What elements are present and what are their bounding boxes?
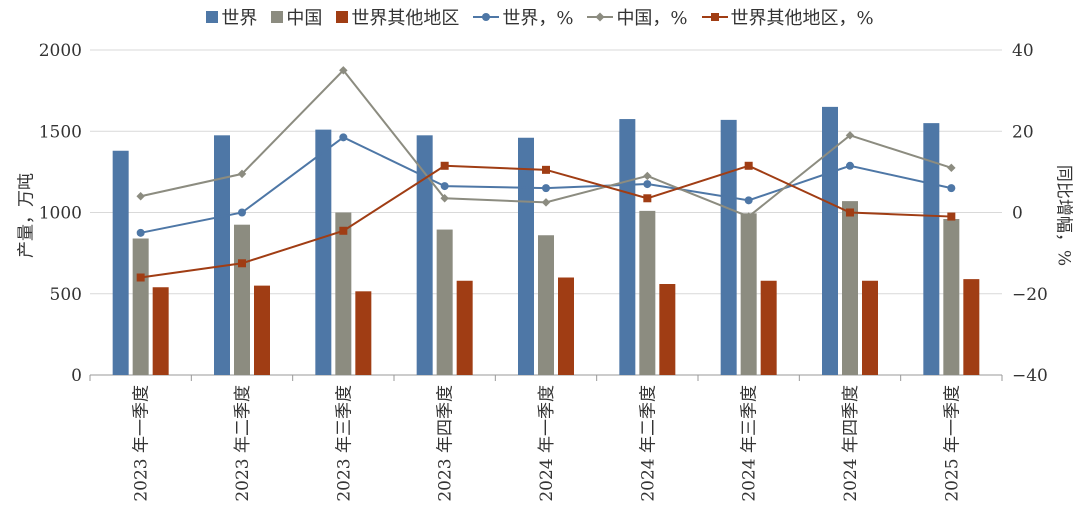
y-axis-title: 产量，万吨 bbox=[16, 173, 37, 258]
legend-item: 中国 bbox=[271, 4, 322, 30]
bar bbox=[923, 123, 940, 375]
bar bbox=[214, 135, 230, 375]
line-point bbox=[237, 169, 247, 179]
legend-line-marker bbox=[587, 11, 614, 23]
bar bbox=[254, 285, 270, 375]
x-tick-label: 2024 年二季度 bbox=[638, 385, 658, 502]
y-tick-label: 1500 bbox=[39, 122, 82, 142]
legend-swatch bbox=[336, 11, 349, 23]
y-tick-label: 1000 bbox=[39, 204, 82, 224]
bar bbox=[456, 280, 473, 375]
x-tick-label: 2024 年四季度 bbox=[841, 385, 861, 502]
line-point bbox=[542, 165, 550, 174]
legend-swatch bbox=[206, 11, 219, 23]
bar bbox=[862, 280, 878, 375]
bar bbox=[355, 291, 372, 375]
bar bbox=[416, 135, 433, 375]
bar bbox=[619, 119, 636, 375]
line-point bbox=[238, 208, 246, 217]
bar bbox=[842, 201, 858, 375]
y-tick-label: 500 bbox=[50, 285, 82, 305]
bar bbox=[152, 287, 169, 375]
y2-tick-label: 20 bbox=[1012, 122, 1034, 142]
legend-item: 中国，% bbox=[587, 4, 688, 30]
chart-legend: 世界 中国 世界其他地区 世界，% 中国，% 世界其他地区，% bbox=[0, 4, 1080, 30]
bar bbox=[112, 150, 129, 375]
y2-axis-title: 同比增幅，% bbox=[1053, 164, 1074, 267]
x-tick-label: 2023 年四季度 bbox=[436, 385, 456, 502]
x-tick-label: 2023 年二季度 bbox=[233, 385, 253, 502]
line-point bbox=[440, 182, 449, 191]
x-tick-label: 2023 年一季度 bbox=[132, 385, 152, 502]
legend-item: 世界 bbox=[206, 4, 257, 30]
line-point bbox=[744, 161, 753, 170]
line-point bbox=[339, 133, 348, 142]
line-point bbox=[947, 212, 956, 221]
legend-line-marker bbox=[473, 11, 500, 23]
bar bbox=[132, 238, 149, 375]
line-point bbox=[440, 161, 449, 170]
bar bbox=[639, 210, 656, 375]
bar bbox=[720, 119, 737, 375]
line-point bbox=[947, 184, 956, 193]
y2-tick-label: 0 bbox=[1012, 204, 1023, 224]
bar bbox=[518, 137, 534, 375]
y-tick-label: 0 bbox=[71, 366, 82, 386]
bar bbox=[659, 284, 676, 375]
bar bbox=[740, 213, 757, 375]
bar bbox=[963, 279, 980, 375]
y2-tick-label: −40 bbox=[1012, 366, 1048, 386]
line-point bbox=[339, 226, 348, 235]
legend-label: 世界，% bbox=[502, 8, 574, 29]
legend-label: 世界 bbox=[221, 8, 258, 29]
legend-label: 中国 bbox=[286, 8, 323, 29]
bar bbox=[436, 229, 453, 375]
line-point bbox=[643, 171, 652, 181]
line-point bbox=[744, 196, 753, 205]
y2-tick-label: −20 bbox=[1012, 285, 1048, 305]
bar bbox=[234, 224, 250, 375]
line-point bbox=[846, 208, 854, 217]
line-point bbox=[440, 194, 449, 203]
bar bbox=[760, 280, 777, 375]
legend-line-marker bbox=[701, 11, 728, 23]
legend-item: 世界其他地区 bbox=[336, 4, 459, 30]
line-point bbox=[947, 163, 956, 173]
legend-label: 中国，% bbox=[616, 8, 688, 29]
line-point bbox=[136, 273, 145, 282]
line-point bbox=[541, 198, 551, 207]
line-point bbox=[238, 259, 246, 268]
bar bbox=[315, 129, 332, 375]
legend-label: 世界其他地区，% bbox=[730, 8, 874, 29]
y2-tick-label: 40 bbox=[1012, 41, 1034, 61]
legend-swatch bbox=[271, 11, 284, 23]
bar bbox=[943, 219, 960, 375]
x-tick-label: 2023 年三季度 bbox=[334, 385, 354, 502]
line-point bbox=[846, 161, 854, 170]
line-point bbox=[339, 66, 348, 75]
y-tick-label: 2000 bbox=[39, 41, 82, 61]
legend-item: 世界，% bbox=[473, 4, 573, 30]
bar bbox=[558, 277, 574, 375]
bar bbox=[335, 212, 352, 375]
line-point bbox=[136, 228, 145, 237]
line-point bbox=[136, 192, 145, 201]
x-tick-label: 2025 年一季度 bbox=[942, 385, 962, 502]
line-point bbox=[643, 180, 652, 189]
legend-item: 世界其他地区，% bbox=[701, 4, 874, 30]
line-point bbox=[643, 194, 652, 203]
legend-label: 世界其他地区 bbox=[351, 8, 460, 29]
x-tick-label: 2024 年一季度 bbox=[537, 385, 557, 502]
line-point bbox=[542, 184, 550, 193]
x-tick-label: 2024 年三季度 bbox=[740, 385, 760, 502]
bar bbox=[538, 235, 554, 375]
